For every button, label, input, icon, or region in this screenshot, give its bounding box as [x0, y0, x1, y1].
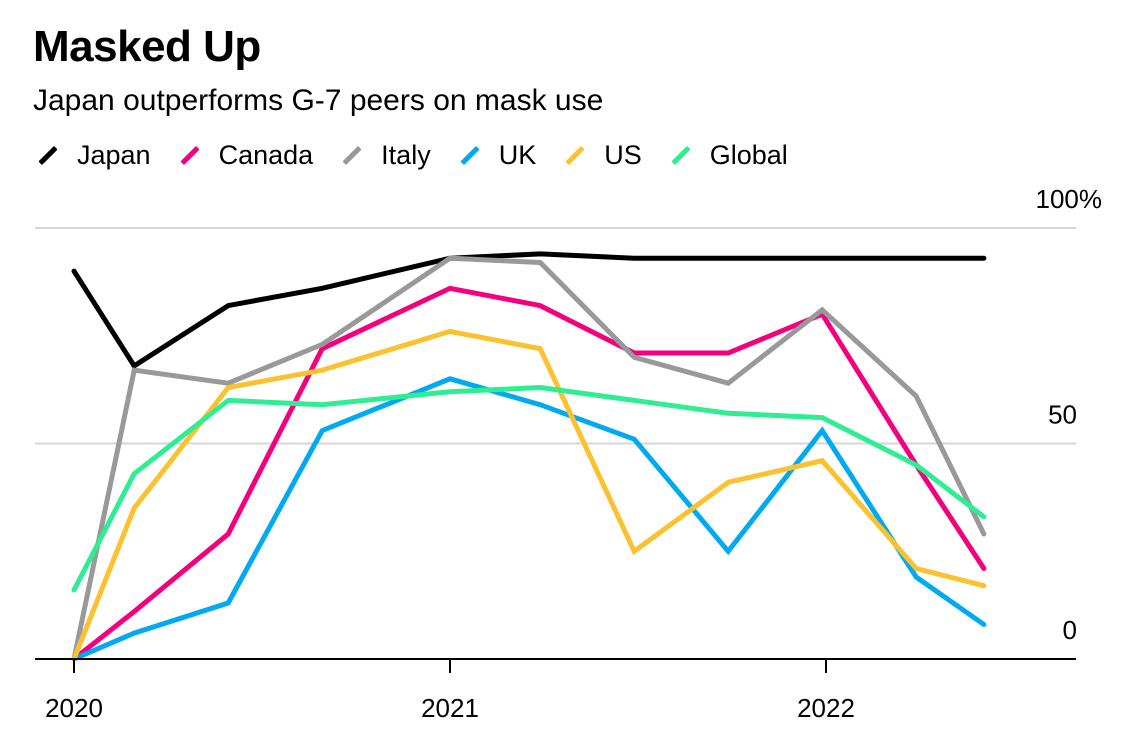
- y-tick-label: 50: [1048, 400, 1077, 430]
- legend-swatch: [460, 145, 480, 166]
- series-line-uk: [71, 376, 987, 662]
- y-tick-label: 100%: [1036, 184, 1103, 214]
- legend-label: US: [604, 140, 642, 170]
- legend-label: Italy: [381, 140, 431, 170]
- chart-subtitle: Japan outperforms G-7 peers on mask use: [33, 84, 604, 117]
- legend-label: UK: [498, 140, 537, 170]
- legend-label: Japan: [77, 140, 151, 170]
- legend-swatch: [180, 145, 200, 166]
- y-axis: 100% 50 0: [1036, 184, 1103, 645]
- legend-item-global: Global: [666, 140, 788, 171]
- y-tick-label: 0: [1063, 615, 1077, 645]
- x-axis: 2020 2021 2022: [35, 658, 1076, 723]
- chart-title: Masked Up: [33, 22, 261, 71]
- legend-item-japan: Japan: [33, 140, 151, 171]
- series-line-italy: [71, 255, 987, 662]
- legend-label: Canada: [218, 140, 314, 170]
- x-tick-label: 2020: [45, 693, 103, 723]
- legend-item-canada: Canada: [175, 140, 314, 171]
- legend-swatch: [38, 145, 58, 166]
- legend-label: Global: [709, 140, 788, 170]
- series-line-global: [71, 384, 987, 593]
- series-line-canada: [71, 285, 987, 662]
- legend-item-us: US: [560, 140, 642, 171]
- legend: Japan Canada Italy UK US Global: [33, 140, 812, 171]
- series-line-japan: [71, 251, 987, 370]
- x-tick-label: 2021: [421, 693, 479, 723]
- legend-swatch: [565, 145, 585, 166]
- series-lines: [71, 251, 987, 662]
- legend-item-uk: UK: [455, 140, 537, 171]
- legend-item-italy: Italy: [337, 140, 431, 171]
- x-tick-label: 2022: [797, 693, 855, 723]
- legend-swatch: [671, 145, 691, 166]
- legend-swatch: [342, 145, 362, 166]
